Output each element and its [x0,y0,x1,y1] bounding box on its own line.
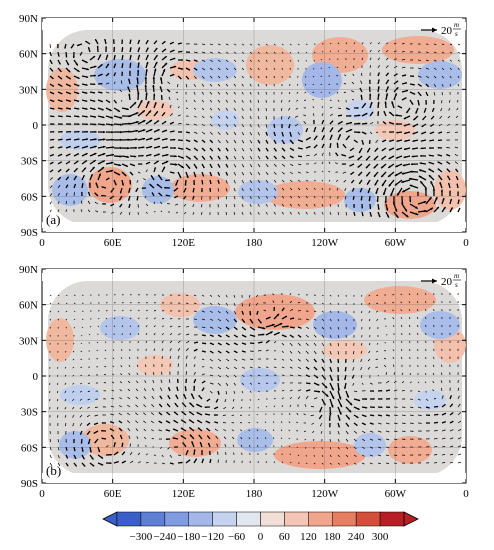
lon-tick-label: 120W [311,237,339,249]
panel-a: (a) 20 m s 0 60E 120E 180 120W 60W 090N60N30N0… [19,13,469,249]
colorbar-tick-label: −180 [177,531,200,543]
colorbar-segment [140,511,166,527]
colorbar-segment [284,511,309,527]
lon-tick-label: 120W [311,488,339,500]
colorbar-segment [164,511,189,527]
lat-tick-label: 0 [33,120,39,132]
lon-tick-label: 0 [463,237,469,249]
colorbar-segment [308,511,333,527]
lat-tick-label: 60N [19,49,38,61]
panel-b-reference-vector: 20 m s [421,272,461,289]
panel-a-reference-vector: 20 m s [421,21,461,38]
lon-tick-label: 60E [104,237,122,249]
lon-tick-label: 60E [104,488,122,500]
lon-tick-label: 120E [172,237,196,249]
lon-tick-label: 60W [385,488,407,500]
panel-b-wind-vectors [49,292,462,467]
panel-b-ref-unit-num: m [454,272,459,280]
colorbar-segment [332,511,357,527]
lat-tick-label: 60S [21,191,38,203]
panel-a-field [42,18,466,232]
panel-b-axis-ticks: 0 60E 120E 180 120W 60W 0 90N 60N 30N 0 30S 60S 90S [19,264,469,500]
lat-tick-label: 30N [19,84,38,96]
panel-b-ref-magnitude: 20 [441,276,453,288]
colorbar-segment [236,511,261,527]
colorbar-segment [355,511,381,527]
panel-b-ref-unit-den: s [455,281,458,289]
colorbar-tick-label: 60 [279,531,291,543]
panel-b: (b) 20 m s 0 60E 120E 180 120W 60W 090N60N30N0… [19,264,469,500]
colorbar-segment [379,511,405,527]
panel-b-field [42,269,466,483]
colorbar-tick-label: 300 [372,531,389,543]
panel-a-gridlines [42,18,466,232]
lat-tick-label: 60S [21,442,38,454]
lat-tick-label: 60N [19,300,38,312]
colorbar-tick-label: 0 [258,531,264,543]
colorbar-tick-label: 180 [324,531,341,543]
colorbar-tick-label: −60 [228,531,246,543]
panel-a-ref-unit-num: m [454,21,459,29]
panel-a-ref-unit-den: s [455,30,458,38]
lat-tick-label: 30N [19,335,38,347]
lat-tick-label: 0 [33,371,39,383]
lon-tick-label: 0 [39,237,45,249]
lon-tick-label: 60W [385,237,407,249]
lat-tick-label: 90N [19,13,38,25]
lon-tick-label: 120E [172,488,196,500]
colorbar-tick-label: −240 [153,531,176,543]
lat-tick-label: 90N [19,264,38,276]
lat-tick-label: 30S [21,407,38,419]
panel-a-ref-magnitude: 20 [441,25,453,37]
colorbar-segment [212,511,237,527]
colorbar-tick-label: 240 [348,531,365,543]
colorbar-tick-label: −120 [201,531,224,543]
colorbar-tick-label: −300 [130,531,153,543]
colorbar-segment [260,511,285,527]
colorbar-segment [116,511,142,527]
lat-tick-label: 90S [21,478,38,490]
lat-tick-label: 90S [21,227,38,239]
colorbar-tick-label: 120 [300,531,317,543]
panel-b-label: (b) [46,463,61,478]
panel-b-gridlines [42,269,466,483]
panel-a-wind-vectors [49,38,461,219]
panel-a-axis-ticks: 0 60E 120E 180 120W 60W 0 90N 60N 30N 0 30S 60S 90S [19,13,469,249]
colorbar-segment [188,511,213,527]
panel-a-label: (a) [46,212,60,227]
lon-tick-label: 180 [246,488,263,500]
colorbar: −300 −240 −180 −120 −60 0 60 120 180 240 300 [102,511,419,543]
lon-tick-label: 0 [463,488,469,500]
lon-tick-label: 180 [246,237,263,249]
lat-tick-label: 30S [21,156,38,168]
lon-tick-label: 0 [39,488,45,500]
